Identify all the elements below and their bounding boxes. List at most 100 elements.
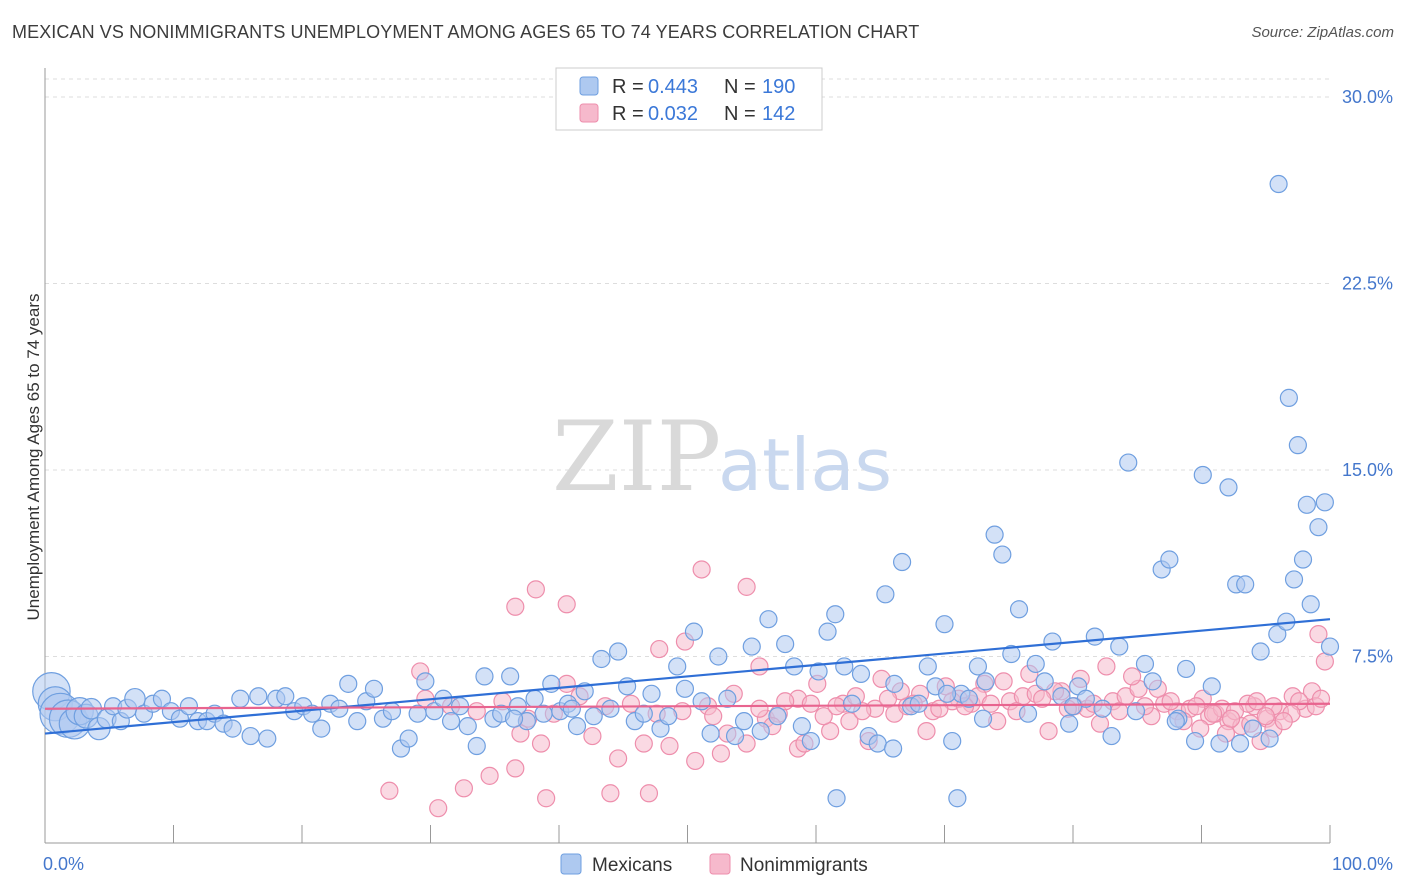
mexicans-point <box>1297 495 1316 514</box>
mexicans-point <box>851 664 871 684</box>
mexicans-point <box>1269 174 1288 194</box>
chart-title: MEXICAN VS NONIMMIGRANTS UNEMPLOYMENT AM… <box>12 22 920 42</box>
mexicans-point <box>973 709 993 728</box>
mexicans-point <box>567 717 587 736</box>
mexicans-point <box>668 657 687 676</box>
mexicans-point <box>842 694 862 713</box>
nonimmigrants-point <box>994 672 1013 691</box>
mexicans-point <box>792 717 811 736</box>
mexicans-point <box>642 684 661 703</box>
mexicans-point <box>675 679 695 698</box>
mexicans-point <box>725 726 745 746</box>
mexicans-point <box>1119 453 1138 472</box>
correlation-legend: R = 0.443 N = 190 R = 0.032 N = 142 <box>555 67 823 131</box>
watermark-zip: ZIP <box>552 401 721 513</box>
mexicans-point <box>601 699 620 718</box>
mexicans-point <box>709 647 728 666</box>
nonimmigrants-point <box>1161 692 1180 711</box>
mexicans-point <box>475 667 494 686</box>
nonimmigrants-point <box>801 694 820 713</box>
legend-n-label-mexicans: N = <box>724 76 756 98</box>
nonimmigrants-point <box>480 766 499 785</box>
mexicans-point <box>584 707 603 726</box>
mexicans-point <box>768 707 787 726</box>
x-tick-label: 0.0% <box>43 854 84 874</box>
mexicans-point <box>892 552 912 572</box>
nonimmigrants-point <box>1187 697 1206 716</box>
mexicans-point <box>441 712 461 731</box>
nonimmigrants-point <box>583 726 602 746</box>
nonimmigrants-point <box>650 639 669 659</box>
mexicans-point <box>985 525 1004 544</box>
mexicans-point <box>1202 677 1221 696</box>
mexicans-point <box>1288 436 1307 455</box>
mexicans-point <box>1110 637 1129 656</box>
legend-r-label-nonimmigrants: R = <box>612 103 644 125</box>
nonimmigrants-point <box>621 694 641 713</box>
mexicans-point <box>1185 731 1205 751</box>
mexicans-point <box>399 729 418 748</box>
bottom-legend-label-nonimmigrants: Nonimmigrants <box>740 855 868 876</box>
mexicans-point <box>382 702 402 721</box>
mexicans-point <box>734 712 754 731</box>
y-axis-label: Unemployment Among Ages 65 to 74 years <box>24 294 43 621</box>
mexicans-point <box>1085 627 1104 646</box>
mexicans-point <box>968 657 988 676</box>
mexicans-point <box>935 615 954 634</box>
nonimmigrants-point <box>917 721 936 741</box>
mexicans-point <box>1135 654 1155 674</box>
mexicans-point <box>751 721 770 741</box>
mexicans-point <box>1230 734 1250 753</box>
legend-r-label-mexicans: R = <box>612 76 644 98</box>
mexicans-point <box>231 689 250 708</box>
mexicans-point <box>501 667 520 686</box>
nonimmigrants-point <box>526 580 545 599</box>
mexicans-point <box>1176 659 1196 679</box>
mexicans-point <box>1018 704 1038 723</box>
bottom-legend-label-mexicans: Mexicans <box>592 855 672 876</box>
mexicans-point <box>592 649 611 669</box>
mexicans-point <box>1251 642 1270 661</box>
mexicans-point <box>348 712 367 731</box>
mexicans-point <box>1279 388 1298 407</box>
mexicans-point <box>609 642 628 661</box>
mexicans-point <box>684 622 704 641</box>
mexicans-point <box>575 682 594 701</box>
mexicans-point <box>339 674 358 693</box>
mexicans-point <box>223 719 242 738</box>
mexicans-point <box>943 731 962 751</box>
mexicans-point <box>1210 734 1229 753</box>
legend-swatch-mexicans <box>579 76 599 96</box>
nonimmigrants-point <box>506 597 525 616</box>
mexicans-point <box>801 731 820 751</box>
mexicans-point <box>1160 550 1179 569</box>
series-legend: Mexicans Nonimmigrants <box>560 853 868 876</box>
mexicans-point <box>467 736 486 756</box>
nonimmigrants-point <box>601 784 620 803</box>
nonimmigrants-point <box>1033 689 1052 708</box>
mexicans-point <box>1236 575 1255 594</box>
mexicans-point <box>1193 465 1212 485</box>
mexicans-point <box>948 789 967 808</box>
legend-swatch-nonimmigrants <box>579 103 599 123</box>
mexicans-point <box>1093 699 1112 718</box>
nonimmigrants-point <box>1309 625 1328 644</box>
y-tick-label: 7.5% <box>1352 647 1393 667</box>
grid-lines <box>45 78 1330 657</box>
mexicans-point <box>1143 672 1162 691</box>
mexicans-point <box>659 707 678 726</box>
nonimmigrants-point <box>467 702 486 721</box>
nonimmigrants-point <box>704 707 723 726</box>
nonimmigrants-point <box>814 707 833 726</box>
mexicans-point <box>959 689 979 708</box>
mexicans-point <box>909 694 928 713</box>
nonimmigrants-point <box>711 744 731 763</box>
mexicans-point <box>1301 595 1320 614</box>
nonimmigrants-point <box>660 736 679 756</box>
mexicans-point <box>1043 632 1062 651</box>
nonimmigrants-point <box>981 694 1000 713</box>
nonimmigrants-point <box>930 699 949 718</box>
mexicans-point <box>826 605 845 624</box>
mexicans-point <box>504 709 524 728</box>
mexicans-point <box>1320 637 1340 656</box>
